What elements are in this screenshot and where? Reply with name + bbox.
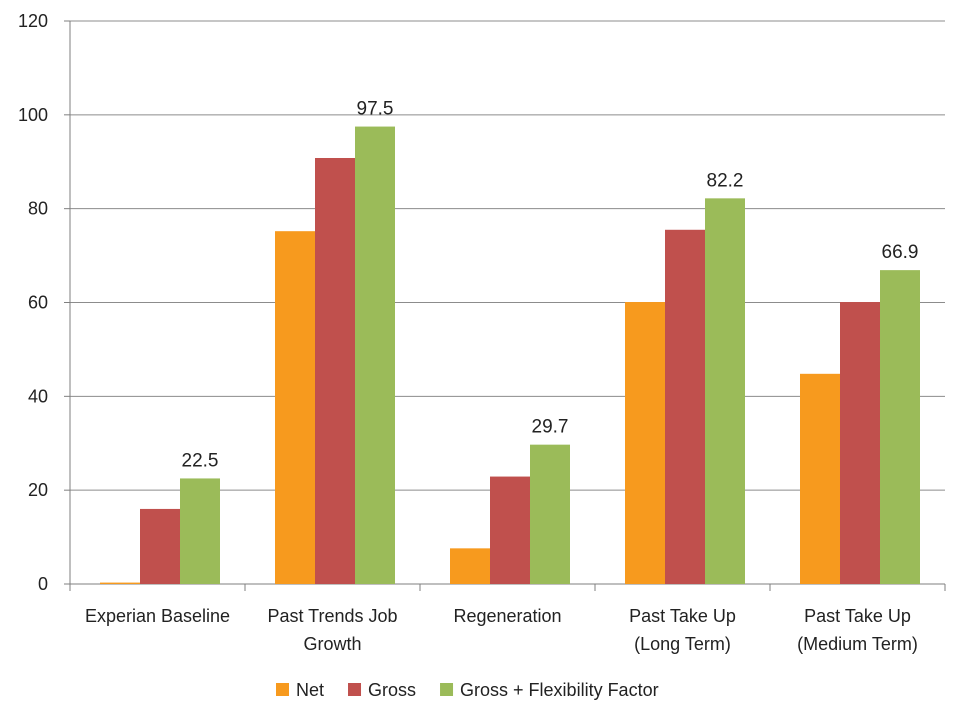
bar-flex [180,478,220,584]
x-tick-label: Regeneration [453,606,561,626]
legend-swatch [440,683,454,696]
x-tick-label: Experian Baseline [85,606,230,626]
data-label: 29.7 [532,417,569,438]
data-label: 97.5 [357,99,394,120]
data-label: 82.2 [707,170,744,191]
bar-flex [530,444,570,584]
legend-label: Gross + Flexibility Factor [460,680,659,700]
bar-gross [315,157,355,584]
y-tick-label: 60 [28,293,48,313]
bar-flex [705,198,745,584]
x-tick-label: Past Take Up [629,606,736,626]
legend-swatch [348,683,362,696]
legend-label: Gross [368,680,416,700]
bar-net [275,231,315,585]
y-tick-label: 120 [18,11,48,31]
bar-net [100,582,140,584]
legend-label: Net [296,680,324,700]
y-tick-label: 20 [28,480,48,500]
data-label: 22.5 [182,450,219,471]
legend-swatch [276,683,289,696]
y-tick-label: 80 [28,199,48,219]
bar-gross [490,476,530,584]
y-tick-label: 100 [18,105,48,125]
bar-net [625,302,665,584]
bar-gross [140,508,180,584]
x-tick-label: (Long Term) [634,634,731,654]
y-tick-label: 0 [38,574,48,594]
x-tick-label: Past Trends Job [267,606,397,626]
x-tick-label: Growth [303,634,361,654]
bar-net [450,548,490,584]
bar-net [800,373,840,584]
bar-gross [665,229,705,584]
bar-flex [880,270,920,584]
bar-gross [840,302,880,584]
x-tick-label: (Medium Term) [797,634,918,654]
y-tick-label: 40 [28,386,48,406]
x-tick-label: Past Take Up [804,606,911,626]
bar-flex [355,126,395,584]
data-label: 66.9 [882,242,919,263]
